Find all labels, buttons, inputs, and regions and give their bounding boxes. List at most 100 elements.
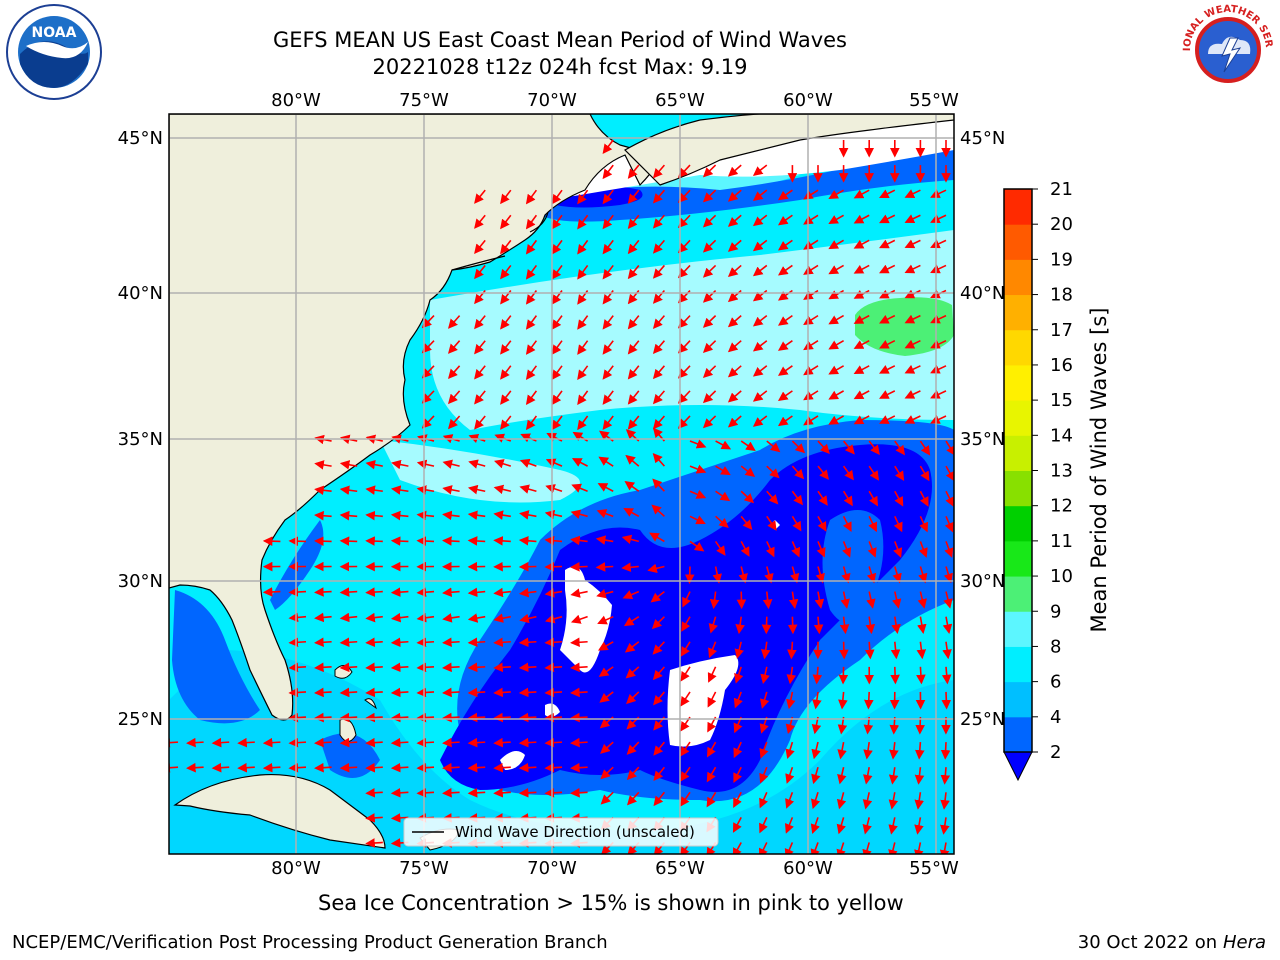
wind-wave-arrow — [627, 415, 640, 430]
wind-wave-arrow — [810, 842, 820, 854]
legend-label: Wind Wave Direction (unscaled) — [455, 823, 695, 841]
wind-wave-arrow — [519, 458, 537, 468]
wind-wave-arrow — [525, 315, 538, 330]
wind-wave-arrow — [785, 766, 795, 784]
wind-wave-arrow — [571, 458, 588, 467]
wind-wave-arrow — [365, 813, 383, 823]
wind-wave-arrow — [365, 762, 383, 773]
wind-wave-arrow — [733, 791, 742, 808]
wind-wave-arrow — [570, 687, 588, 698]
lon-tick-top: 80°W — [271, 90, 321, 111]
wind-wave-arrow — [288, 662, 307, 673]
wind-wave-arrow — [777, 214, 793, 226]
wind-wave-arrow — [761, 616, 772, 635]
wind-wave-arrow — [626, 766, 640, 781]
wind-wave-arrow — [759, 791, 768, 809]
wind-wave-arrow — [837, 741, 847, 760]
wind-wave-arrow — [789, 566, 800, 584]
wind-wave-arrow — [733, 691, 743, 709]
wind-wave-arrow — [930, 364, 947, 374]
wind-wave-arrow — [941, 666, 952, 685]
wind-wave-arrow — [365, 612, 383, 623]
wind-wave-arrow — [596, 589, 614, 599]
wind-wave-arrow — [888, 817, 898, 835]
wind-wave-arrow — [904, 189, 921, 198]
lat-tick-left: 30°N — [118, 571, 163, 592]
wind-wave-arrow — [544, 637, 563, 648]
wind-wave-arrow — [467, 613, 486, 623]
lat-tick-left: 40°N — [118, 283, 163, 304]
colorbar-tick-label: 14 — [1050, 425, 1073, 446]
wind-wave-arrow — [493, 510, 511, 520]
wind-wave-arrow — [707, 666, 717, 683]
wind-wave-arrow — [752, 314, 768, 327]
wind-wave-arrow — [652, 189, 666, 204]
wind-wave-arrow — [627, 214, 640, 230]
wind-wave-arrow — [777, 289, 793, 301]
wind-wave-arrow — [518, 587, 537, 598]
wind-wave-arrow — [627, 791, 640, 806]
wind-wave-arrow — [863, 741, 873, 760]
wind-wave-arrow — [652, 239, 666, 254]
wind-wave-arrow — [702, 164, 717, 178]
wind-wave-arrow — [904, 364, 921, 374]
wind-wave-arrow — [681, 616, 691, 632]
colorbar-segment — [1004, 576, 1032, 612]
wind-wave-arrow — [314, 712, 332, 723]
wind-wave-arrow — [803, 239, 819, 250]
wind-wave-arrow — [500, 214, 512, 230]
wind-wave-arrow — [390, 485, 409, 495]
wind-wave-arrow — [627, 365, 640, 380]
wind-wave-arrow — [752, 289, 768, 302]
wind-wave-arrow — [314, 587, 332, 597]
wind-wave-arrow — [365, 536, 383, 546]
wind-wave-arrow — [867, 541, 877, 558]
wind-wave-arrow — [930, 314, 947, 324]
wind-wave-arrow — [812, 666, 823, 685]
wind-wave-arrow — [467, 737, 486, 748]
wind-wave-arrow — [791, 541, 801, 558]
wind-wave-arrow — [519, 484, 537, 494]
wind-wave-arrow — [890, 641, 901, 660]
wind-wave-arrow — [602, 139, 614, 155]
wind-wave-arrow — [288, 612, 307, 623]
wind-wave-arrow — [868, 515, 878, 533]
wind-wave-arrow — [520, 433, 537, 443]
wind-wave-arrow — [647, 563, 665, 574]
wind-wave-arrow — [621, 562, 639, 573]
wind-wave-arrow — [689, 439, 707, 449]
wind-wave-arrow — [863, 767, 873, 785]
wind-wave-arrow — [930, 339, 947, 349]
wind-wave-arrow — [811, 766, 821, 785]
wind-wave-arrow — [839, 616, 850, 635]
wind-wave-arrow — [474, 214, 486, 229]
wind-wave-arrow — [917, 616, 927, 635]
wind-wave-arrow — [365, 687, 383, 698]
map-subtitle: 20221028 t12z 024h fcst Max: 9.19 — [372, 55, 748, 79]
wind-wave-arrow — [702, 390, 717, 404]
wind-wave-arrow — [518, 536, 537, 546]
wind-wave-arrow — [467, 484, 486, 495]
wind-wave-arrow — [689, 540, 705, 552]
wind-wave-arrow — [765, 541, 775, 558]
wind-wave-arrow — [863, 691, 874, 710]
colorbar-tick-label: 8 — [1050, 636, 1061, 657]
wind-wave-arrow — [570, 588, 588, 598]
wind-wave-arrow — [600, 741, 614, 754]
wind-wave-arrow — [930, 389, 947, 399]
wind-wave-arrow — [626, 691, 640, 705]
wind-wave-arrow — [525, 390, 538, 406]
wind-wave-arrow — [544, 588, 563, 598]
wind-wave-arrow — [577, 264, 589, 280]
wind-wave-arrow — [339, 612, 358, 623]
wind-wave-arrow — [649, 532, 665, 543]
wind-wave-arrow — [677, 415, 691, 429]
wind-wave-arrow — [930, 289, 947, 299]
wind-wave-arrow — [714, 540, 726, 556]
colorbar-segment — [1004, 681, 1032, 718]
wind-wave-arrow — [919, 515, 929, 533]
wind-wave-arrow — [474, 264, 486, 280]
wind-wave-arrow — [727, 315, 742, 328]
wind-wave-arrow — [653, 766, 666, 781]
wind-wave-arrow — [416, 485, 435, 495]
